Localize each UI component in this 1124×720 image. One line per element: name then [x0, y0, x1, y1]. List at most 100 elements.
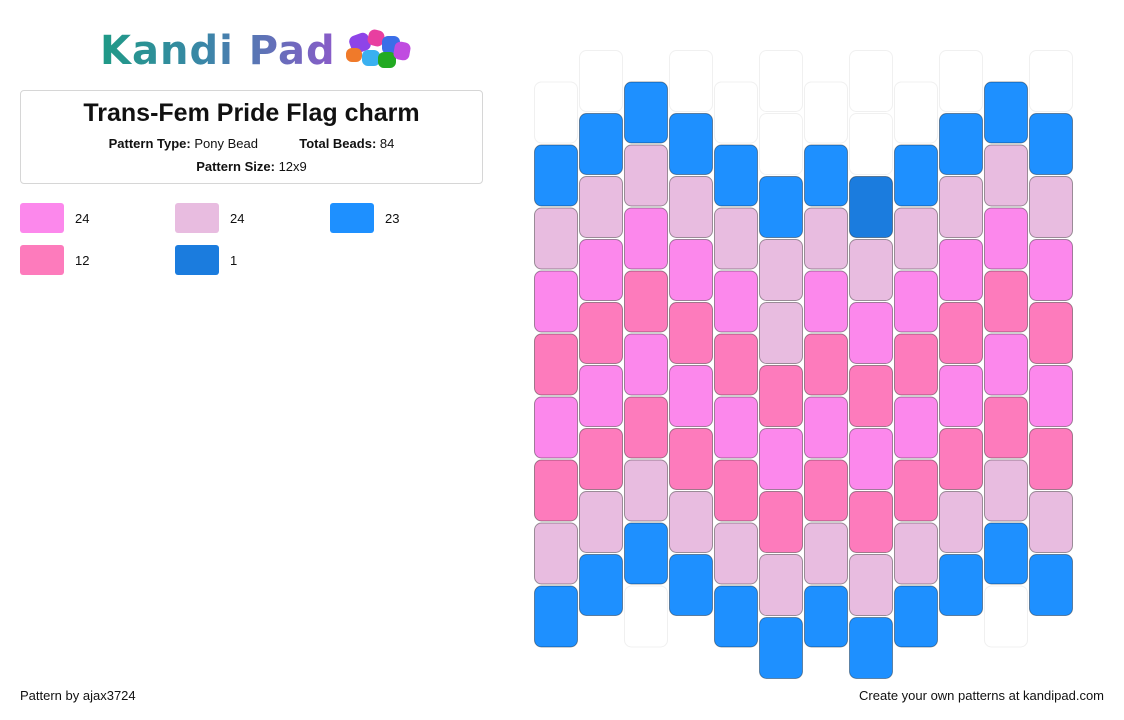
total-beads-value: 84: [379, 136, 395, 151]
bead: [579, 113, 623, 175]
bead: [714, 270, 758, 333]
bead-count: 12: [75, 252, 90, 268]
bead: [534, 459, 578, 522]
bead: [849, 554, 893, 616]
bead: [669, 428, 713, 490]
bead: [579, 302, 623, 364]
empty-bead-slot: [804, 81, 848, 144]
legend-item: 24: [20, 203, 89, 233]
beads-logo-icon: [344, 28, 420, 74]
bead-count: 24: [230, 210, 245, 226]
pattern-type-label: Pattern Type:: [108, 136, 191, 151]
bead: [534, 585, 578, 648]
bead: [534, 522, 578, 585]
bead: [624, 270, 668, 333]
bead: [759, 491, 803, 553]
pattern-author: Pattern by ajax3724: [20, 688, 136, 703]
bead: [534, 144, 578, 207]
bead: [1029, 491, 1073, 553]
bead: [849, 302, 893, 364]
bead-count: 23: [385, 210, 400, 226]
bead: [669, 239, 713, 301]
color-swatch: [20, 203, 64, 233]
empty-bead-slot: [534, 81, 578, 144]
bead: [714, 396, 758, 459]
empty-bead-slot: [849, 113, 893, 175]
legend-item: 24: [175, 203, 244, 233]
bead: [894, 459, 938, 522]
bead: [984, 144, 1028, 207]
bead: [669, 491, 713, 553]
color-swatch: [20, 245, 64, 275]
pattern-info-card: Trans-Fem Pride Flag charm Pattern Type:…: [20, 90, 483, 184]
bead: [984, 207, 1028, 270]
pattern-meta-row: Pattern Type: Pony Bead Total Beads: 84: [21, 136, 482, 151]
bead: [804, 144, 848, 207]
empty-bead-slot: [714, 81, 758, 144]
bead: [849, 617, 893, 679]
empty-bead-slot: [939, 50, 983, 112]
empty-bead-slot: [624, 585, 668, 648]
bead: [579, 176, 623, 238]
bead: [804, 396, 848, 459]
bead: [984, 270, 1028, 333]
bead: [669, 113, 713, 175]
bead: [714, 459, 758, 522]
bead: [759, 176, 803, 238]
empty-bead-slot: [849, 50, 893, 112]
bead: [579, 365, 623, 427]
bead: [894, 144, 938, 207]
bead: [624, 81, 668, 144]
bead: [534, 270, 578, 333]
bead: [804, 333, 848, 396]
bead: [984, 459, 1028, 522]
bead: [894, 270, 938, 333]
bead: [984, 522, 1028, 585]
bead: [534, 333, 578, 396]
color-swatch: [175, 203, 219, 233]
bead: [1029, 113, 1073, 175]
bead: [1029, 302, 1073, 364]
bead: [939, 428, 983, 490]
legend-item: 1: [175, 245, 237, 275]
kandipad-promo-link[interactable]: Create your own patterns at kandipad.com: [859, 688, 1104, 703]
bead: [894, 207, 938, 270]
bead: [984, 81, 1028, 144]
empty-bead-slot: [579, 50, 623, 112]
bead: [624, 459, 668, 522]
bead: [939, 302, 983, 364]
bead: [939, 113, 983, 175]
pattern-size-label: Pattern Size:: [196, 159, 275, 174]
bead: [1029, 239, 1073, 301]
empty-bead-slot: [669, 50, 713, 112]
bead: [804, 522, 848, 585]
color-swatch: [330, 203, 374, 233]
bead: [534, 207, 578, 270]
bead: [579, 428, 623, 490]
color-swatch: [175, 245, 219, 275]
bead: [714, 207, 758, 270]
bead: [804, 270, 848, 333]
kandipad-logo[interactable]: Kandi Pad: [100, 26, 420, 76]
bead: [804, 585, 848, 648]
bead: [1029, 176, 1073, 238]
empty-bead-slot: [1029, 50, 1073, 112]
bead: [1029, 365, 1073, 427]
bead: [759, 302, 803, 364]
bead: [759, 365, 803, 427]
bead: [759, 428, 803, 490]
bead: [894, 522, 938, 585]
bead-count: 24: [75, 210, 90, 226]
bead: [579, 491, 623, 553]
bead: [759, 617, 803, 679]
bead: [534, 396, 578, 459]
bead: [624, 522, 668, 585]
bead: [984, 396, 1028, 459]
bead: [714, 522, 758, 585]
bead: [759, 554, 803, 616]
bead: [849, 176, 893, 238]
bead: [849, 239, 893, 301]
bead: [939, 491, 983, 553]
bead: [894, 585, 938, 648]
bead: [714, 333, 758, 396]
